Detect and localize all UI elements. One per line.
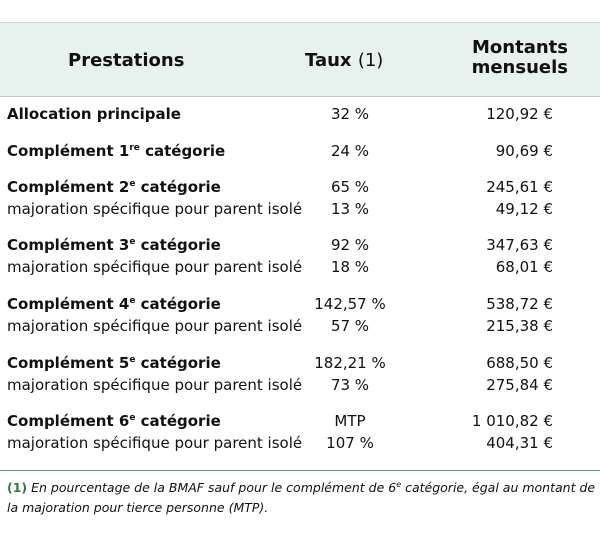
row-montant: 120,92 € — [486, 105, 553, 123]
row-taux: 32 % — [330, 105, 370, 123]
row-label-sup: e — [129, 237, 136, 247]
row-label-sup: e — [129, 413, 136, 423]
table-row: majoration spécifique pour parent isolé 1… — [0, 432, 600, 454]
table-header: Prestations Taux (1) Montants mensuels — [0, 22, 600, 97]
table-row: Complément 1re catégorie 24 % 90,69 € — [0, 140, 600, 162]
row-montant: 1 010,82 € — [471, 412, 553, 430]
header-montants-line1: Montants — [472, 37, 568, 58]
row-montant: 49,12 € — [495, 200, 553, 218]
row-montant: 215,38 € — [486, 317, 553, 335]
row-label-suffix: catégorie — [135, 178, 221, 196]
row-taux: 65 % — [330, 178, 370, 196]
table-row: Complément 2e catégorie 65 % 245,61 € — [0, 176, 600, 198]
row-montant: 688,50 € — [486, 354, 553, 372]
header-taux-note: (1) — [357, 50, 384, 71]
row-taux: 18 % — [330, 258, 370, 276]
row-taux: 107 % — [326, 434, 374, 452]
row-label-sup: e — [129, 355, 136, 365]
header-taux-label: Taux — [305, 50, 352, 71]
footnote-text-1: En pourcentage de la BMAF sauf pour le c… — [27, 480, 397, 495]
row-label-text: Complément 6 — [7, 412, 130, 430]
row-label: Allocation principale — [7, 103, 181, 125]
row-taux: 182,21 % — [314, 354, 386, 372]
row-label: majoration spécifique pour parent isolé — [7, 374, 302, 396]
table-row: majoration spécifique pour parent isolé 5… — [0, 315, 600, 337]
row-label-suffix: catégorie — [135, 295, 221, 313]
row-taux: 142,57 % — [314, 295, 386, 313]
row-label: Complément 3e catégorie — [7, 234, 221, 256]
row-label-sup: re — [129, 143, 140, 153]
table-row: Complément 3e catégorie 92 % 347,63 € — [0, 234, 600, 256]
row-label-text: Complément 1 — [7, 142, 130, 160]
row-montant: 90,69 € — [495, 142, 553, 160]
row-taux: MTP — [334, 412, 366, 430]
row-label-text: majoration spécifique pour parent isolé — [7, 317, 303, 335]
footnote-text-2: catégorie, égal au montant de la majorat… — [7, 480, 596, 515]
row-label: Complément 1re catégorie — [7, 140, 225, 162]
footnote: (1) En pourcentage de la BMAF sauf pour … — [7, 478, 600, 518]
table-row: majoration spécifique pour parent isolé 1… — [0, 198, 600, 220]
row-label: majoration spécifique pour parent isolé — [7, 256, 302, 278]
table-row: majoration spécifique pour parent isolé 7… — [0, 374, 600, 396]
table-row: majoration spécifique pour parent isolé 1… — [0, 256, 600, 278]
row-label-suffix: catégorie — [139, 142, 226, 160]
table-row: Allocation principale 32 % 120,92 € — [0, 103, 600, 125]
footnote-divider — [0, 470, 600, 471]
row-montant: 538,72 € — [486, 295, 553, 313]
row-label: majoration spécifique pour parent isolé — [7, 432, 302, 454]
row-label-text: Complément 5 — [7, 354, 130, 372]
row-label-suffix: catégorie — [135, 354, 221, 372]
row-taux: 57 % — [330, 317, 370, 335]
row-montant: 68,01 € — [495, 258, 553, 276]
row-label-text: Complément 4 — [7, 295, 130, 313]
row-label: Complément 2e catégorie — [7, 176, 221, 198]
table-row: Complément 6e catégorie MTP 1 010,82 € — [0, 410, 600, 432]
row-label-text: Allocation principale — [7, 105, 181, 123]
header-montants: Montants mensuels — [428, 38, 568, 78]
row-label: Complément 4e catégorie — [7, 293, 221, 315]
row-taux: 73 % — [330, 376, 370, 394]
header-prestations: Prestations — [68, 50, 185, 71]
row-taux: 92 % — [330, 236, 370, 254]
row-label: Complément 5e catégorie — [7, 352, 221, 374]
row-taux: 24 % — [330, 142, 370, 160]
footnote-number: (1) — [7, 480, 28, 495]
row-taux: 13 % — [330, 200, 370, 218]
row-label-suffix: catégorie — [135, 412, 221, 430]
row-montant: 347,63 € — [486, 236, 553, 254]
row-montant: 404,31 € — [486, 434, 553, 452]
header-taux: Taux (1) — [305, 51, 383, 71]
row-label-text: majoration spécifique pour parent isolé — [7, 200, 303, 218]
row-label-suffix: catégorie — [135, 236, 221, 254]
row-label-text: majoration spécifique pour parent isolé — [7, 376, 303, 394]
row-montant: 245,61 € — [486, 178, 553, 196]
row-label-text: Complément 2 — [7, 178, 130, 196]
footnote-sup: e — [396, 480, 402, 489]
row-label-text: majoration spécifique pour parent isolé — [7, 434, 303, 452]
row-label-text: Complément 3 — [7, 236, 130, 254]
row-label: majoration spécifique pour parent isolé — [7, 315, 302, 337]
row-label-sup: e — [129, 296, 136, 306]
row-label-text: majoration spécifique pour parent isolé — [7, 258, 303, 276]
table-row: Complément 4e catégorie 142,57 % 538,72 € — [0, 293, 600, 315]
row-label: Complément 6e catégorie — [7, 410, 221, 432]
row-montant: 275,84 € — [486, 376, 553, 394]
row-label: majoration spécifique pour parent isolé — [7, 198, 302, 220]
table-row: Complément 5e catégorie 182,21 % 688,50 € — [0, 352, 600, 374]
row-label-sup: e — [129, 179, 136, 189]
header-montants-line2: mensuels — [471, 57, 568, 78]
